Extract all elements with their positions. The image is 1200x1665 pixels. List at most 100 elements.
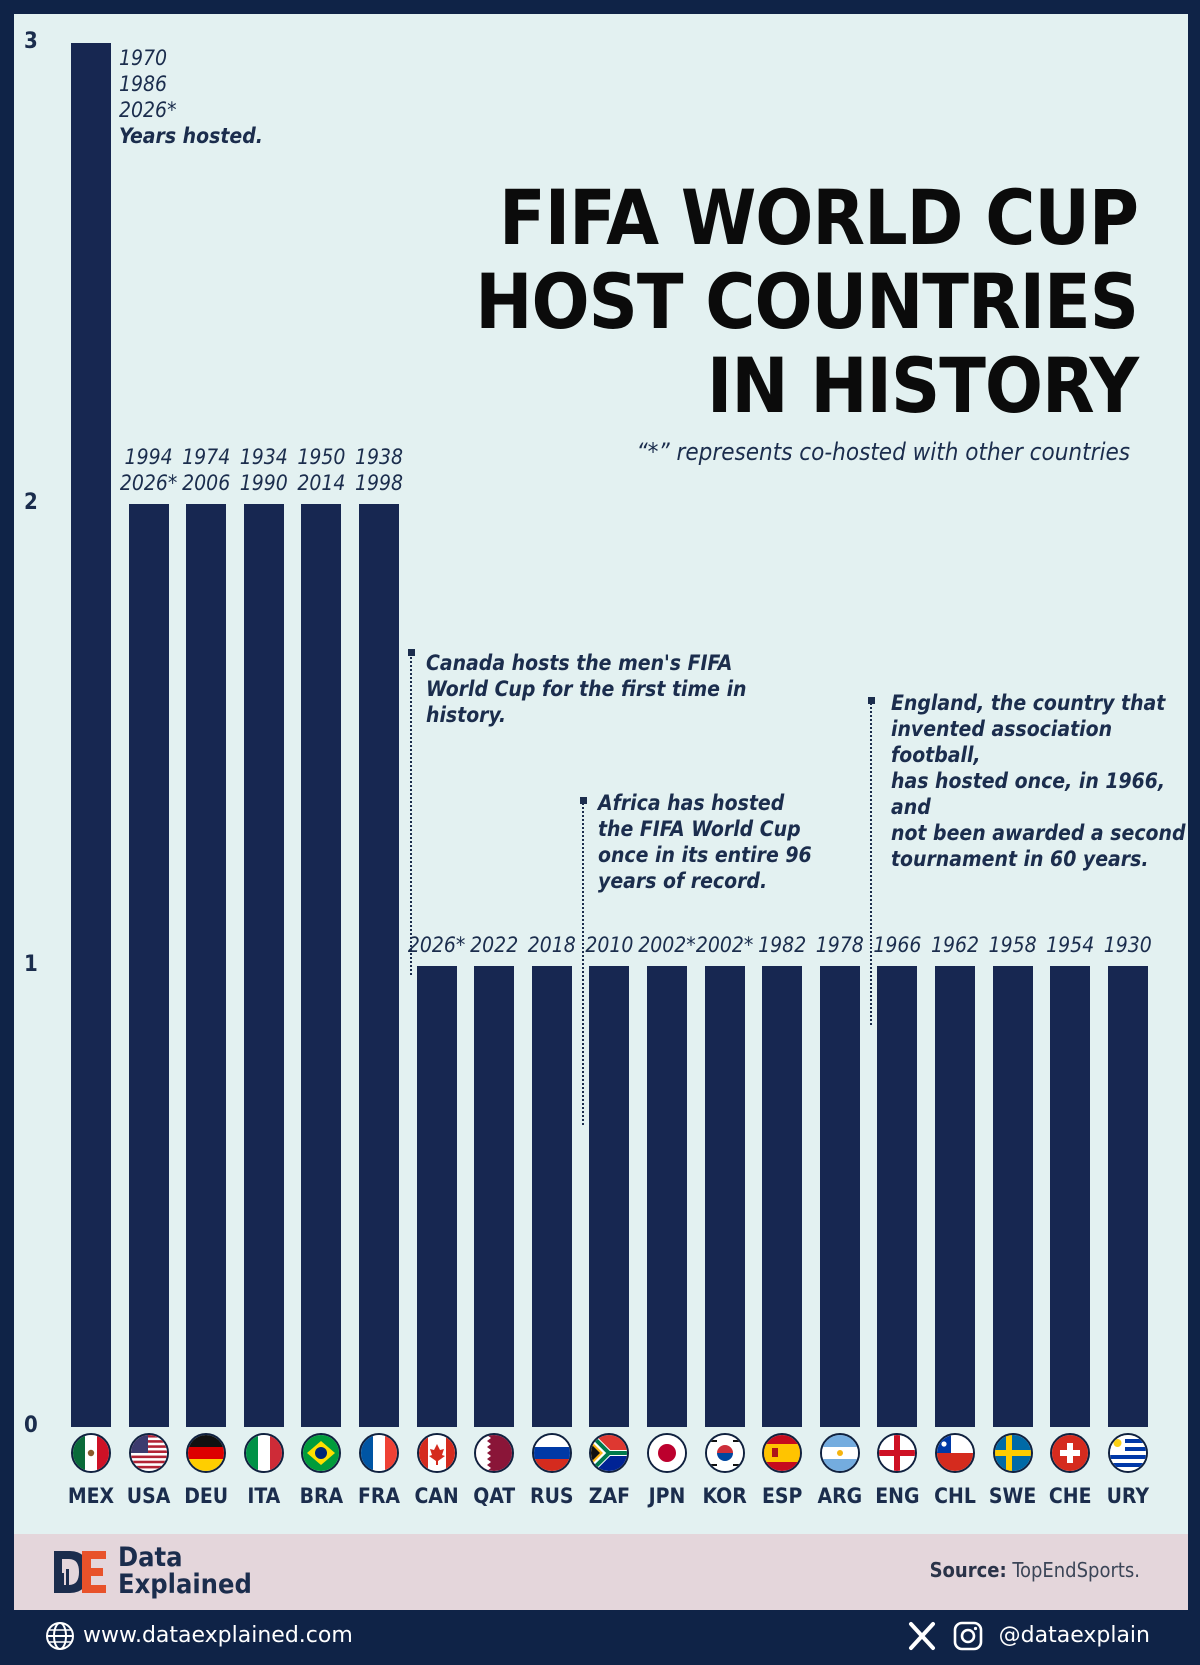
year-hosted: 2018: [527, 932, 576, 957]
country-code-label: FRA: [357, 1484, 401, 1508]
years-label: 1934 1990: [219, 444, 309, 496]
bar-swe: [992, 965, 1033, 1427]
year-hosted: 2006: [182, 471, 231, 496]
country-code-label: BRA: [299, 1484, 344, 1508]
bar-rus: [531, 965, 572, 1427]
year-hosted: 1974: [182, 445, 231, 470]
instagram-icon[interactable]: [952, 1620, 984, 1652]
flag-swe-icon: [992, 1433, 1033, 1473]
bar-arg: [819, 965, 860, 1427]
annotation-line: Africa has hosted: [598, 791, 785, 815]
years-label: 2002*: [622, 932, 712, 958]
year-hosted: 1970: [119, 46, 168, 70]
brand-name: Data Explained: [118, 1542, 252, 1600]
bar-bra: [301, 504, 342, 1427]
year-hosted: 1990: [239, 471, 288, 496]
country-code-label: URY: [1106, 1484, 1149, 1508]
year-hosted: 1966: [873, 932, 922, 957]
website-link[interactable]: www.dataexplained.com: [44, 1620, 353, 1660]
annotation-zaf: Africa has hosted the FIFA World Cup once …: [598, 790, 812, 894]
flag-chl-icon: [935, 1433, 975, 1473]
flag-bra-icon: [301, 1433, 342, 1473]
bar-mex: [71, 43, 111, 1427]
annotation-line: not been awarded a second: [891, 821, 1186, 845]
source-note: Source: TopEndSports.: [929, 1558, 1140, 1582]
years-label: 2002*: [680, 932, 770, 958]
y-tick-label: 0: [24, 1413, 38, 1438]
year-hosted: 2026*: [407, 932, 466, 957]
year-hosted: 1986: [119, 72, 168, 96]
country-code-label: RUS: [530, 1484, 574, 1508]
years-label: 1982: [737, 932, 827, 958]
bar-chl: [935, 965, 975, 1427]
flag-zaf-icon: [589, 1433, 630, 1473]
flag-deu-icon: [186, 1433, 227, 1473]
years-label: 1962: [910, 932, 1000, 958]
annotation-can: Canada hosts the men's FIFA World Cup for…: [426, 650, 747, 728]
years-label: 1938 1998: [334, 444, 424, 496]
chart-subtitle: “*” represents co-hosted with other coun…: [636, 438, 1130, 466]
country-code-label: ITA: [247, 1484, 281, 1508]
footer-band: [14, 1534, 1188, 1610]
annotation-leader-line: [582, 798, 585, 1125]
flag-ury-icon: [1107, 1433, 1148, 1473]
flag-can-icon: [416, 1433, 457, 1473]
country-code-label: MEX: [67, 1484, 115, 1508]
annotation-line: Canada hosts the men's FIFA: [426, 651, 733, 675]
bar-usa: [128, 504, 169, 1427]
year-hosted: 2022: [470, 932, 519, 957]
years-hosted-note: Years hosted.: [119, 124, 263, 148]
year-hosted: 1934: [239, 445, 288, 470]
country-code-label: KOR: [702, 1484, 747, 1508]
annotation-leader-line: [409, 650, 412, 975]
year-hosted: 1958: [988, 932, 1037, 957]
flag-ita-icon: [243, 1433, 284, 1473]
bar-che: [1050, 965, 1091, 1427]
year-hosted: 2010: [585, 932, 634, 957]
title-line: IN HISTORY: [706, 341, 1139, 430]
annotation-line: history.: [426, 703, 507, 727]
country-code-label: CAN: [414, 1484, 459, 1508]
country-code-label: DEU: [184, 1484, 229, 1508]
flag-qat-icon: [474, 1433, 515, 1473]
country-code-label: QAT: [473, 1484, 516, 1508]
bar-deu: [186, 504, 227, 1427]
title-line: HOST COUNTRIES: [475, 257, 1139, 346]
years-label: 2010: [564, 932, 654, 958]
annotation-line: has hosted once, in 1966, and: [891, 769, 1166, 819]
years-label: 1970 1986 2026* Years hosted.: [119, 45, 263, 149]
years-label: 2018: [507, 932, 597, 958]
country-code-label: JPN: [648, 1484, 686, 1508]
bar-esp: [762, 965, 803, 1427]
annotation-line: the FIFA World Cup: [598, 817, 801, 841]
years-label: 1966: [852, 932, 942, 958]
years-label: 1950 2014: [276, 444, 366, 496]
bar-can: [416, 965, 457, 1427]
annotation-line: years of record.: [598, 869, 768, 893]
y-tick-label: 3: [24, 29, 38, 54]
year-hosted: 1930: [1103, 932, 1152, 957]
annotation-eng: England, the country that invented associ…: [891, 690, 1200, 872]
social-handle[interactable]: @dataexplain: [907, 1620, 1150, 1660]
country-code-label: SWE: [988, 1484, 1037, 1508]
year-hosted: 2026*: [119, 471, 178, 496]
year-hosted: 1998: [354, 471, 404, 496]
flag-esp-icon: [762, 1433, 803, 1473]
bar-kor: [704, 965, 745, 1427]
globe-icon: [46, 1622, 74, 1650]
country-code-label: CHE: [1048, 1484, 1092, 1508]
country-code-label: USA: [126, 1484, 171, 1508]
year-hosted: 1978: [815, 932, 864, 957]
bar-ury: [1107, 965, 1148, 1427]
y-tick-label: 1: [24, 951, 38, 977]
year-hosted: 1938: [354, 445, 404, 470]
year-hosted: 2014: [297, 471, 346, 496]
flag-eng-icon: [877, 1433, 918, 1473]
bar-ita: [243, 504, 284, 1427]
flag-usa-icon: [128, 1433, 169, 1473]
year-hosted: 1950: [297, 445, 346, 470]
x-icon[interactable]: [907, 1621, 937, 1651]
year-hosted: 2026*: [119, 98, 177, 122]
years-label: 2022: [449, 932, 539, 958]
year-hosted: 1994: [124, 445, 173, 470]
